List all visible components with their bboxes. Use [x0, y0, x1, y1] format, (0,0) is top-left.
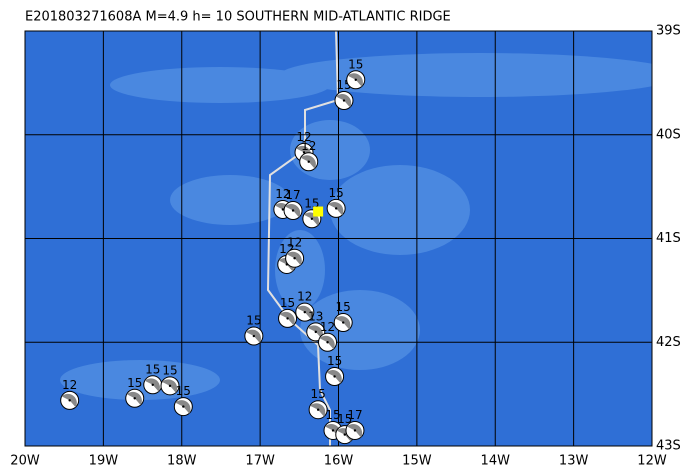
beachball-center — [334, 207, 338, 210]
beachball-shade — [335, 94, 352, 108]
beachball-center — [252, 334, 256, 338]
beachball-center — [182, 405, 185, 408]
beachball-center — [151, 383, 154, 386]
depth-label: 15 — [145, 362, 160, 376]
depth-label: 17 — [285, 188, 300, 202]
map-frame — [24, 30, 653, 447]
map-title: E201803271608A M=4.9 h= 10 SOUTHERN MID-… — [25, 10, 451, 25]
depth-label: 12 — [275, 187, 290, 201]
beachball-center — [342, 99, 346, 102]
beachball-center — [333, 375, 336, 378]
beachball-center — [342, 321, 345, 324]
beachball-shade — [296, 305, 312, 320]
x-tick-label: 15W — [402, 454, 432, 469]
beachball-center — [303, 310, 306, 314]
beachball-shade — [310, 403, 326, 417]
beachball-shade — [161, 379, 178, 393]
beachball-center — [353, 429, 357, 432]
beachball-shade — [335, 316, 351, 330]
beachball-center — [307, 160, 310, 163]
depth-label: 12 — [301, 139, 316, 153]
x-tick-label: 14W — [481, 454, 511, 469]
depth-label: 12 — [287, 236, 302, 250]
depth-label: 15 — [336, 300, 351, 314]
beachball-shade — [300, 155, 316, 169]
depth-label: 15 — [162, 363, 177, 377]
beachball-center — [343, 433, 346, 436]
beachball-shade — [347, 73, 363, 87]
x-tick-label: 19W — [89, 454, 119, 469]
beachball-shade — [144, 378, 160, 392]
y-tick-label: 43S — [656, 439, 681, 454]
beachball-shade — [279, 311, 295, 326]
depth-label: 17 — [347, 408, 362, 422]
x-tick-label: 16W — [324, 454, 354, 469]
depth-label: 15 — [280, 296, 295, 310]
beachball-center — [281, 208, 285, 211]
x-tick-label: 12W — [637, 454, 667, 469]
beachball-center — [68, 399, 71, 402]
beachball-center — [354, 78, 357, 81]
beachball-shade — [175, 400, 191, 414]
depth-label: 12 — [320, 320, 335, 334]
depth-label: 15 — [337, 412, 352, 426]
beachball-center — [316, 408, 320, 411]
beachball-center — [168, 384, 172, 388]
beachball-shade — [126, 391, 142, 406]
depth-label: 15 — [327, 354, 342, 368]
depth-label: 12 — [297, 290, 312, 304]
x-tick-label: 20W — [10, 454, 40, 469]
beachball-center — [331, 429, 335, 432]
depth-label: 15 — [310, 387, 325, 401]
beachball-center — [326, 341, 329, 344]
x-tick-label: 13W — [559, 454, 589, 469]
beachball-shade — [326, 370, 342, 384]
epicenter — [313, 206, 324, 217]
depth-label: 12 — [296, 130, 311, 144]
beachball-center — [293, 257, 296, 260]
beachball-shade — [285, 204, 301, 218]
beachball-shade — [328, 201, 344, 216]
beachball-shade — [346, 423, 363, 438]
depth-label: 13 — [308, 309, 323, 323]
beachball-center — [314, 330, 317, 334]
x-tick-label: 17W — [245, 454, 275, 469]
depth-label: 15 — [348, 57, 363, 71]
depth-label: 12 — [62, 378, 77, 392]
beachball-center — [286, 317, 289, 320]
depth-label: 15 — [127, 376, 142, 390]
beachball-shade — [245, 329, 262, 344]
y-tick-label: 41S — [656, 231, 681, 246]
beachball-center — [133, 397, 136, 400]
y-tick-label: 42S — [656, 335, 681, 350]
depth-label: 15 — [325, 408, 340, 422]
depth-label: 15 — [176, 384, 191, 398]
beachball-shade — [286, 251, 302, 266]
y-tick-label: 39S — [656, 24, 681, 39]
depth-label: 15 — [246, 314, 261, 328]
ridge-axis — [266, 31, 340, 446]
y-tick-label: 40S — [656, 127, 681, 142]
beachball-center — [291, 209, 295, 212]
beachball-center — [302, 151, 306, 154]
x-tick-label: 18W — [167, 454, 197, 469]
depth-label: 15 — [329, 186, 344, 200]
beachball-shade — [319, 335, 335, 350]
beachball-shade — [61, 393, 77, 408]
beachball-center — [310, 217, 314, 220]
beachball-shade — [307, 325, 323, 339]
